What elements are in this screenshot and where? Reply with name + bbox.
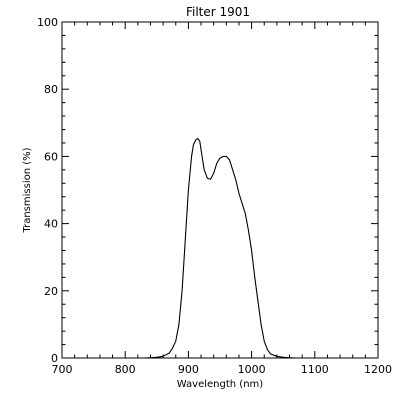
plot-area	[61, 21, 379, 359]
y-tick-labels: 0 20 40 60 80 100	[37, 16, 58, 365]
y-tick-label: 60	[44, 150, 58, 163]
chart-title: Filter 1901	[186, 5, 250, 19]
x-tick-labels: 700 800 900 1000 1100 1200	[52, 363, 393, 376]
x-tick-label: 1200	[364, 363, 392, 376]
y-axis-label: Transmission (%)	[22, 147, 33, 233]
x-tick-label: 700	[52, 363, 73, 376]
y-tick-label: 0	[51, 352, 58, 365]
x-tick-label: 1100	[301, 363, 329, 376]
x-tick-label: 1000	[238, 363, 266, 376]
x-tick-label: 900	[178, 363, 199, 376]
y-tick-label: 100	[37, 16, 58, 29]
x-axis-label: Wavelength (nm)	[177, 379, 263, 390]
series-group	[144, 138, 315, 359]
plot-frame	[61, 21, 379, 359]
axis-ticks	[61, 21, 379, 359]
series-line	[144, 138, 315, 359]
y-tick-label: 80	[44, 83, 58, 96]
x-tick-label: 800	[115, 363, 136, 376]
y-tick-label: 40	[44, 218, 58, 231]
y-tick-label: 20	[44, 285, 58, 298]
